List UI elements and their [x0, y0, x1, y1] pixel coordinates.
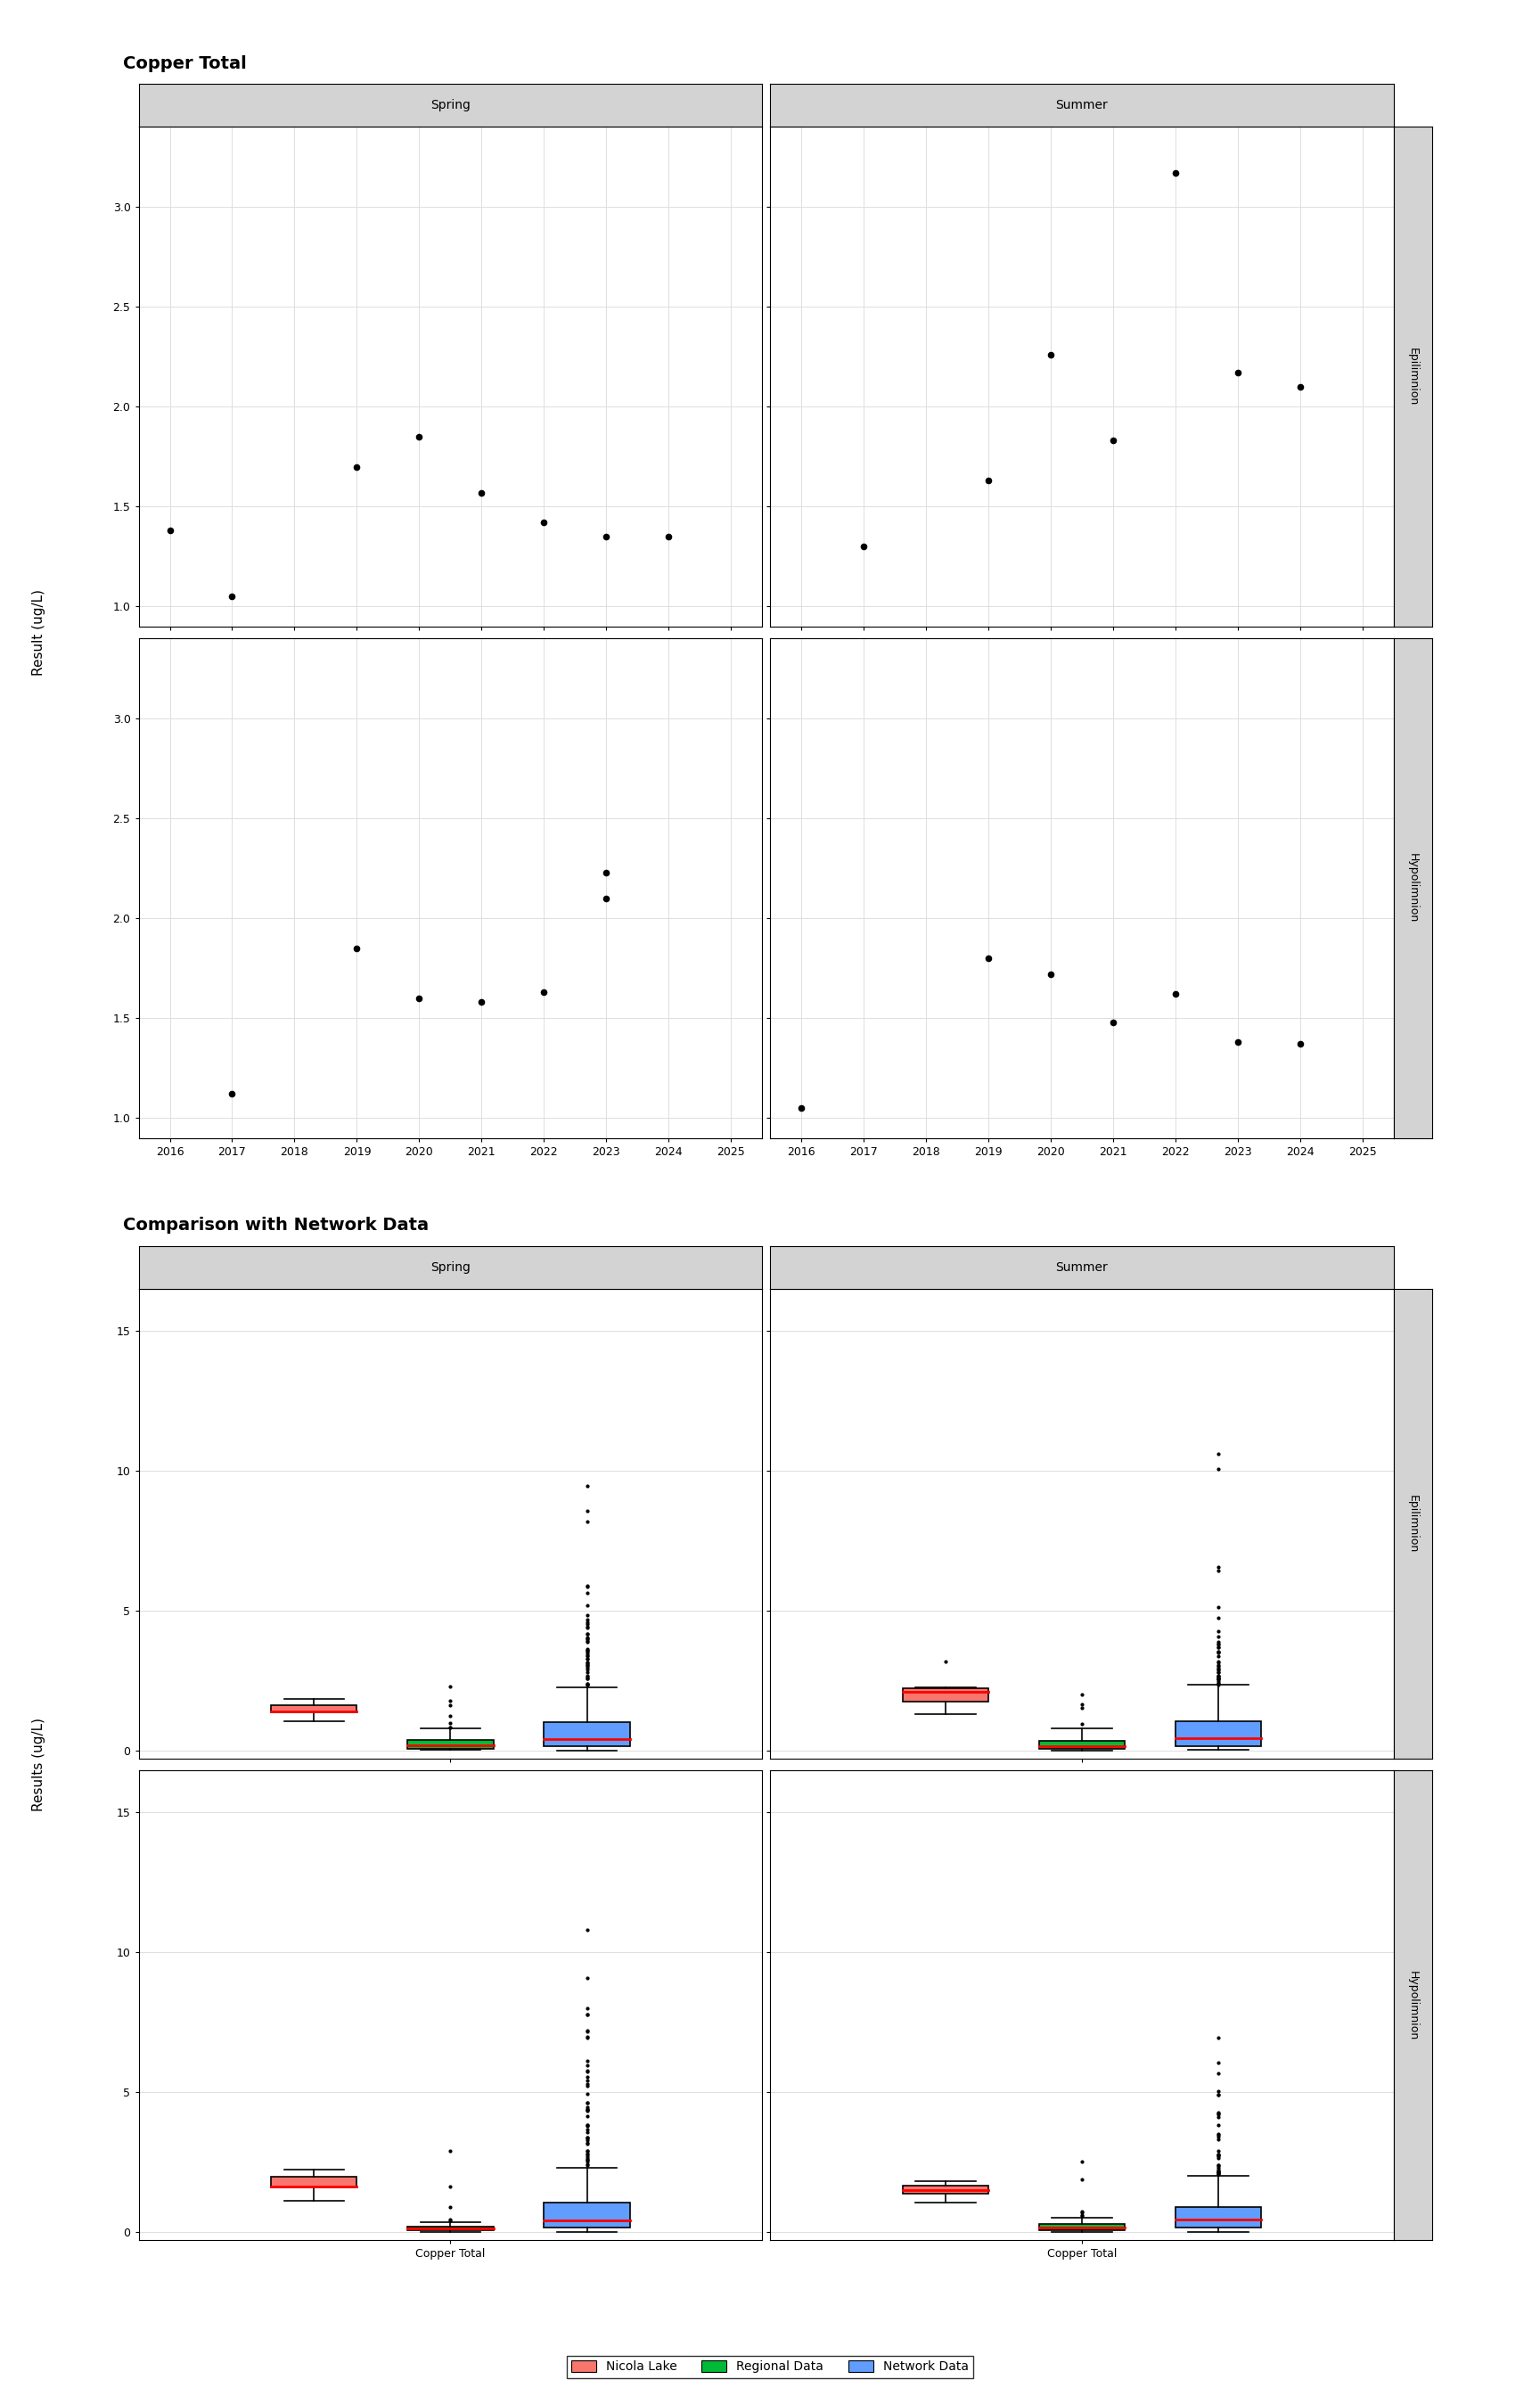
Text: Comparison with Network Data: Comparison with Network Data [123, 1217, 430, 1234]
Point [594, 853, 619, 891]
Point [852, 527, 876, 565]
Text: Summer: Summer [1056, 1260, 1107, 1275]
Text: Hypolimnion: Hypolimnion [1408, 1970, 1418, 2041]
Point [220, 1076, 245, 1114]
Point [407, 417, 431, 455]
Point [407, 980, 431, 1018]
Bar [271, 2176, 357, 2188]
Text: Spring: Spring [431, 98, 470, 113]
Point [1226, 355, 1250, 393]
Point [1163, 975, 1187, 1014]
Point [470, 474, 494, 513]
Bar [1040, 1739, 1124, 1749]
Text: Spring: Spring [431, 1260, 470, 1275]
Point [1287, 367, 1312, 405]
Text: Epilimnion: Epilimnion [1408, 347, 1418, 405]
Bar [902, 2185, 989, 2192]
Text: Epilimnion: Epilimnion [1408, 1495, 1418, 1553]
Text: Results (ug/L): Results (ug/L) [32, 1718, 45, 1811]
Point [656, 518, 681, 556]
Point [220, 577, 245, 616]
Bar [271, 1706, 357, 1713]
Point [1163, 153, 1187, 192]
Point [345, 930, 370, 968]
Point [788, 1088, 813, 1126]
Point [345, 448, 370, 486]
Bar [544, 2202, 630, 2228]
Bar [408, 2226, 493, 2231]
Bar [1175, 1723, 1261, 1747]
Text: Hypolimnion: Hypolimnion [1408, 853, 1418, 922]
Point [1226, 1023, 1250, 1061]
Bar [408, 1739, 493, 1749]
Point [157, 510, 182, 549]
Text: Summer: Summer [1056, 98, 1107, 113]
Point [1101, 422, 1126, 460]
Point [1287, 1025, 1312, 1064]
Bar [1040, 2223, 1124, 2231]
Point [976, 462, 1001, 501]
Bar [1175, 2207, 1261, 2228]
Point [531, 973, 556, 1011]
Point [470, 982, 494, 1021]
Point [1101, 1004, 1126, 1042]
Point [531, 503, 556, 541]
Text: Result (ug/L): Result (ug/L) [32, 589, 45, 676]
Bar [902, 1689, 989, 1701]
Point [594, 879, 619, 918]
Point [1038, 335, 1063, 374]
Text: Copper Total: Copper Total [123, 55, 246, 72]
Legend: Nicola Lake, Regional Data, Network Data: Nicola Lake, Regional Data, Network Data [567, 2355, 973, 2377]
Point [594, 518, 619, 556]
Point [1038, 956, 1063, 994]
Bar [544, 1723, 630, 1747]
Point [976, 939, 1001, 978]
